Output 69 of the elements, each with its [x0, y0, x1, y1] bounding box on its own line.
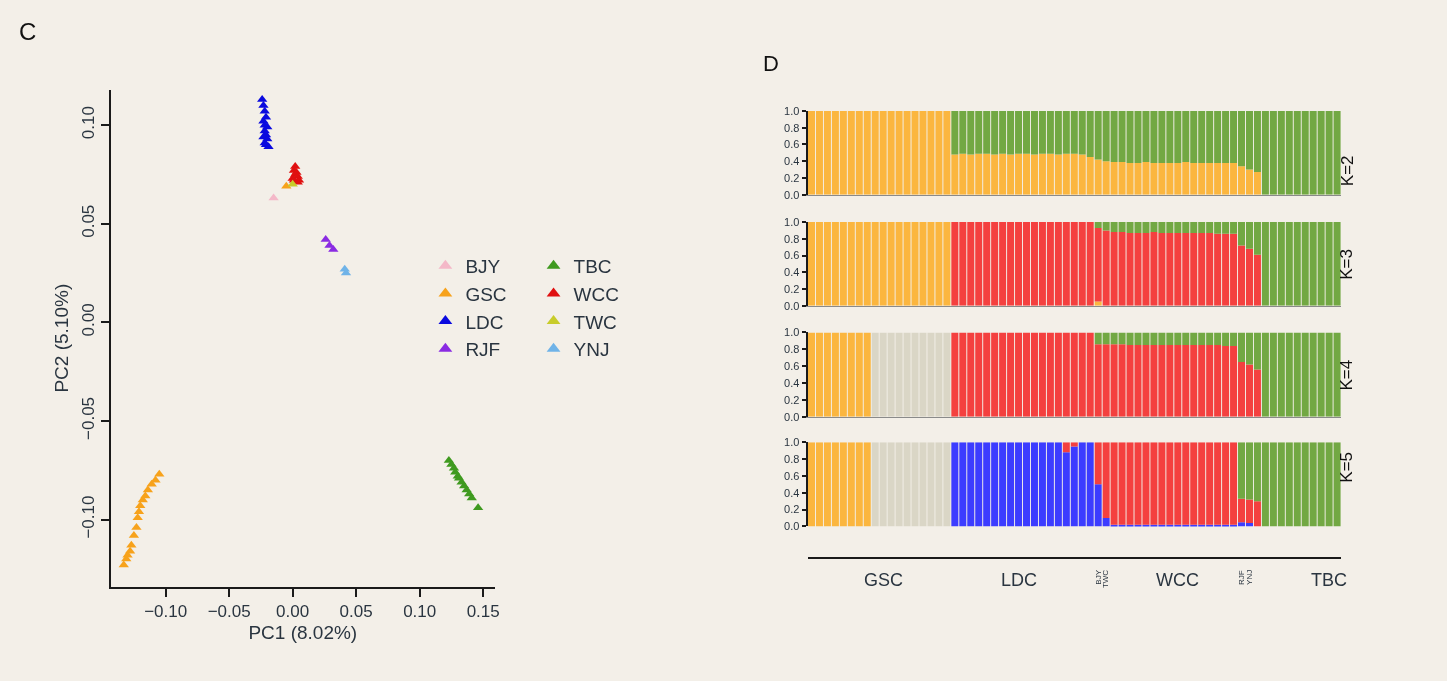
y-tick-label: 1.0: [784, 326, 800, 339]
y-tick-label: 0.2: [784, 171, 800, 184]
y-tick-label: 0.8: [784, 232, 800, 245]
y-tick-label: 0.0: [784, 188, 800, 201]
x-tick-label: GSC: [864, 570, 904, 590]
point: [118, 560, 129, 568]
y-tick-label: 0.4: [784, 266, 800, 279]
y-tick-label: 0.0: [784, 520, 800, 533]
y-tick-label: 0.8: [784, 343, 800, 356]
point: [328, 244, 339, 252]
y-tick-label: 1.0: [784, 436, 800, 449]
annotation: K=2: [1337, 155, 1357, 187]
x-tick-label: BJY: [1093, 569, 1103, 585]
point: [258, 100, 269, 108]
x-tick-label: LDC: [1001, 570, 1038, 590]
point: [140, 491, 151, 499]
y-tick-label: −0.10: [79, 495, 99, 539]
x-tick-label: 0.15: [466, 602, 500, 622]
x-tick-label: TBC: [1311, 570, 1347, 590]
x-axis-title: PC1 (8.02%): [248, 622, 358, 644]
x-tick-label: −0.05: [207, 602, 251, 622]
legend-label: TWC: [573, 311, 617, 333]
y-tick-label: 0.0: [784, 410, 800, 423]
y-tick-label: 0.2: [784, 503, 800, 516]
legend-label: LDC: [465, 311, 504, 333]
y-tick-label: 0.2: [784, 282, 800, 295]
point: [126, 540, 137, 548]
point: [466, 493, 477, 501]
y-tick-label: 0.8: [784, 121, 800, 134]
annotation: K=5: [1337, 451, 1357, 483]
x-tick-label: RJF: [1237, 570, 1247, 585]
point: [154, 469, 165, 477]
x-tick-label: 0.05: [339, 602, 373, 622]
chart-title: C: [19, 18, 37, 45]
y-axis-title: PC2 (5.10%): [50, 283, 72, 393]
y-tick-label: 0.00: [79, 303, 99, 337]
y-tick-label: 0.6: [784, 360, 800, 373]
x-tick-label: −0.10: [144, 602, 188, 622]
y-tick-label: 0.05: [79, 204, 99, 238]
y-tick-label: 0.10: [79, 106, 99, 140]
chart-title: D: [763, 51, 779, 76]
legend-label: YNJ: [573, 339, 610, 361]
y-tick-label: 0.4: [784, 155, 800, 168]
annotation: K=3: [1336, 249, 1356, 280]
y-tick-label: 1.0: [784, 104, 800, 117]
y-tick-label: 0.6: [784, 469, 800, 482]
x-tick-label: 0.00: [276, 602, 310, 622]
x-tick-label: YNJ: [1245, 569, 1255, 585]
x-tick-label: WCC: [1156, 570, 1199, 590]
point: [287, 179, 298, 187]
legend-label: WCC: [573, 283, 619, 305]
y-tick-label: 0.6: [784, 138, 800, 151]
y-tick-label: 0.4: [784, 376, 800, 389]
point: [259, 106, 270, 114]
x-tick-label: TWC: [1101, 569, 1111, 589]
legend-label: RJF: [465, 339, 501, 361]
y-tick-label: 0.2: [784, 393, 800, 406]
y-tick-label: 1.0: [784, 215, 800, 228]
x-tick-label: 0.10: [403, 602, 437, 622]
legend-label: TBC: [573, 256, 612, 278]
annotation: K=4: [1337, 359, 1357, 391]
y-tick-label: 0.6: [784, 249, 800, 262]
legend-label: GSC: [465, 283, 507, 305]
y-tick-label: 0.4: [784, 486, 800, 499]
y-tick-label: −0.05: [79, 396, 99, 440]
legend-label: BJY: [465, 256, 501, 278]
y-tick-label: 0.8: [784, 452, 800, 465]
y-tick-label: 0.0: [784, 299, 800, 312]
point: [135, 501, 146, 509]
